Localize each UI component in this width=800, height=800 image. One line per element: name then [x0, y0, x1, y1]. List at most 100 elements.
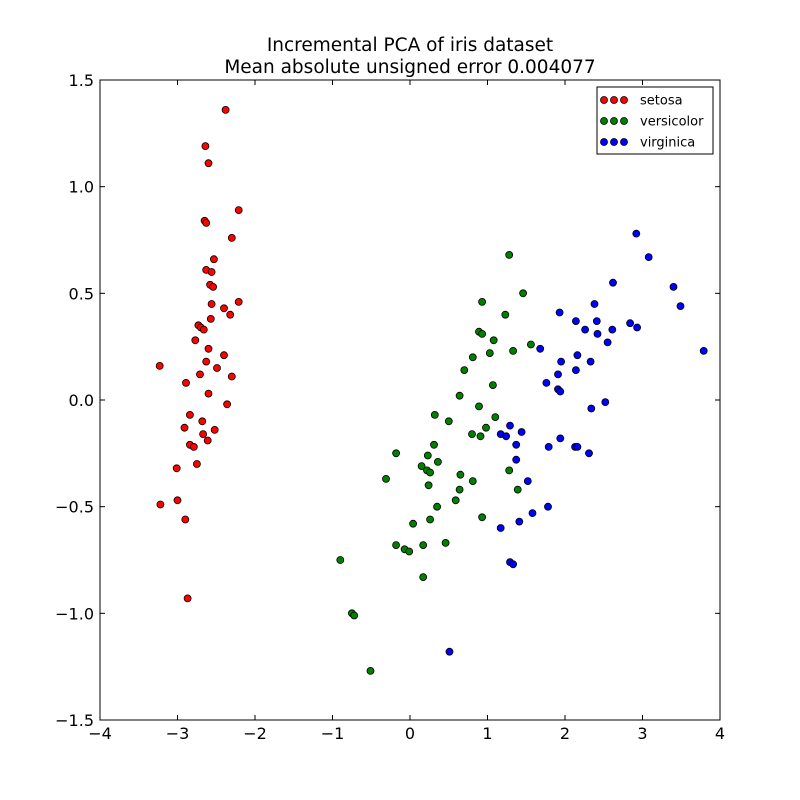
point-versicolor-10	[468, 353, 477, 362]
point-virginica-35	[512, 440, 521, 449]
point-setosa-28	[182, 378, 190, 387]
point-setosa-3	[234, 206, 243, 215]
legend-label-setosa: setosa	[640, 94, 683, 109]
point-versicolor-19	[468, 430, 476, 439]
point-virginica-37	[512, 455, 521, 464]
point-versicolor-21	[430, 440, 438, 449]
x-tick-label: −3	[166, 724, 190, 743]
point-setosa-41	[173, 496, 182, 505]
legend-label-virginica: virginica	[640, 136, 695, 151]
point-virginica-8	[572, 317, 580, 326]
point-versicolor-13	[455, 391, 464, 400]
point-virginica-4	[590, 300, 599, 308]
point-versicolor-49	[366, 667, 375, 675]
point-setosa-42	[156, 500, 165, 509]
point-virginica-6	[555, 308, 564, 317]
point-setosa-13	[234, 297, 243, 306]
point-setosa-31	[185, 410, 194, 419]
point-setosa-20	[191, 336, 200, 345]
point-virginica-20	[572, 366, 580, 375]
point-virginica-19	[586, 357, 595, 366]
legend-marker-versicolor	[620, 117, 628, 125]
point-versicolor-3	[501, 310, 510, 319]
point-setosa-39	[172, 464, 181, 473]
legend-marker-versicolor	[610, 117, 618, 125]
point-virginica-12	[608, 325, 617, 334]
y-tick-label: −0.5	[55, 498, 94, 517]
point-versicolor-27	[505, 466, 514, 475]
point-setosa-44	[183, 594, 192, 603]
point-setosa-7	[209, 255, 218, 264]
point-versicolor-38	[426, 515, 435, 524]
chart-title-line-1: Incremental PCA of iris dataset	[267, 35, 553, 56]
point-setosa-23	[202, 357, 211, 366]
point-virginica-36	[585, 449, 593, 458]
point-virginica-22	[542, 378, 551, 387]
point-versicolor-39	[409, 519, 418, 528]
point-virginica-13	[593, 329, 602, 338]
point-virginica-39	[544, 502, 552, 511]
point-virginica-27	[506, 421, 514, 430]
point-versicolor-2	[478, 297, 487, 306]
point-versicolor-1	[519, 289, 527, 298]
point-versicolor-31	[468, 477, 477, 486]
point-versicolor-35	[451, 496, 460, 505]
legend-marker-versicolor	[600, 117, 608, 125]
point-virginica-45	[445, 647, 454, 656]
point-virginica-5	[676, 302, 685, 311]
point-versicolor-22	[392, 449, 401, 458]
point-versicolor-25	[417, 462, 426, 471]
x-tick-label: 3	[637, 724, 647, 743]
point-virginica-15	[536, 344, 545, 353]
point-virginica-11	[581, 325, 589, 334]
point-setosa-32	[198, 417, 207, 426]
point-setosa-30	[223, 400, 232, 409]
point-virginica-3	[669, 282, 678, 291]
point-setosa-6	[227, 233, 236, 242]
point-virginica-18	[557, 357, 565, 366]
point-virginica-24	[556, 387, 565, 396]
point-virginica-31	[556, 434, 565, 443]
point-setosa-21	[204, 344, 213, 353]
point-virginica-7	[592, 317, 601, 326]
point-setosa-26	[196, 370, 204, 379]
point-virginica-21	[554, 370, 562, 379]
point-setosa-16	[206, 314, 215, 323]
point-setosa-43	[181, 515, 190, 524]
y-tick-label: 0.0	[69, 391, 94, 410]
legend-marker-virginica	[600, 138, 608, 146]
point-versicolor-45	[336, 556, 345, 564]
point-versicolor-16	[491, 413, 500, 422]
point-setosa-38	[189, 442, 198, 451]
point-setosa-15	[226, 310, 235, 319]
point-setosa-11	[209, 282, 218, 291]
legend-marker-virginica	[610, 138, 618, 146]
point-setosa-0	[221, 106, 230, 114]
point-versicolor-20	[476, 432, 485, 441]
point-setosa-22	[220, 351, 228, 360]
point-setosa-25	[155, 361, 164, 370]
y-tick-label: 1.0	[69, 178, 94, 197]
data-points	[155, 106, 708, 675]
x-tick-label: 1	[482, 724, 492, 743]
point-versicolor-14	[475, 402, 483, 411]
point-virginica-17	[573, 351, 582, 360]
point-versicolor-12	[488, 381, 497, 390]
point-versicolor-7	[527, 340, 535, 349]
point-versicolor-15	[430, 410, 439, 419]
point-setosa-24	[213, 364, 221, 372]
y-tick-label: −1.5	[55, 711, 94, 730]
point-setosa-33	[180, 423, 189, 432]
point-versicolor-33	[455, 485, 464, 494]
point-versicolor-9	[485, 349, 494, 358]
legend-marker-setosa	[610, 96, 618, 104]
point-virginica-38	[523, 477, 532, 486]
x-tick-label: 4	[715, 724, 725, 743]
point-virginica-0	[632, 229, 641, 238]
legend: setosa versicolor virginica	[596, 86, 714, 155]
x-tick-label: 0	[405, 724, 415, 743]
point-setosa-36	[203, 436, 212, 445]
point-setosa-19	[199, 325, 208, 334]
point-versicolor-44	[405, 547, 414, 556]
